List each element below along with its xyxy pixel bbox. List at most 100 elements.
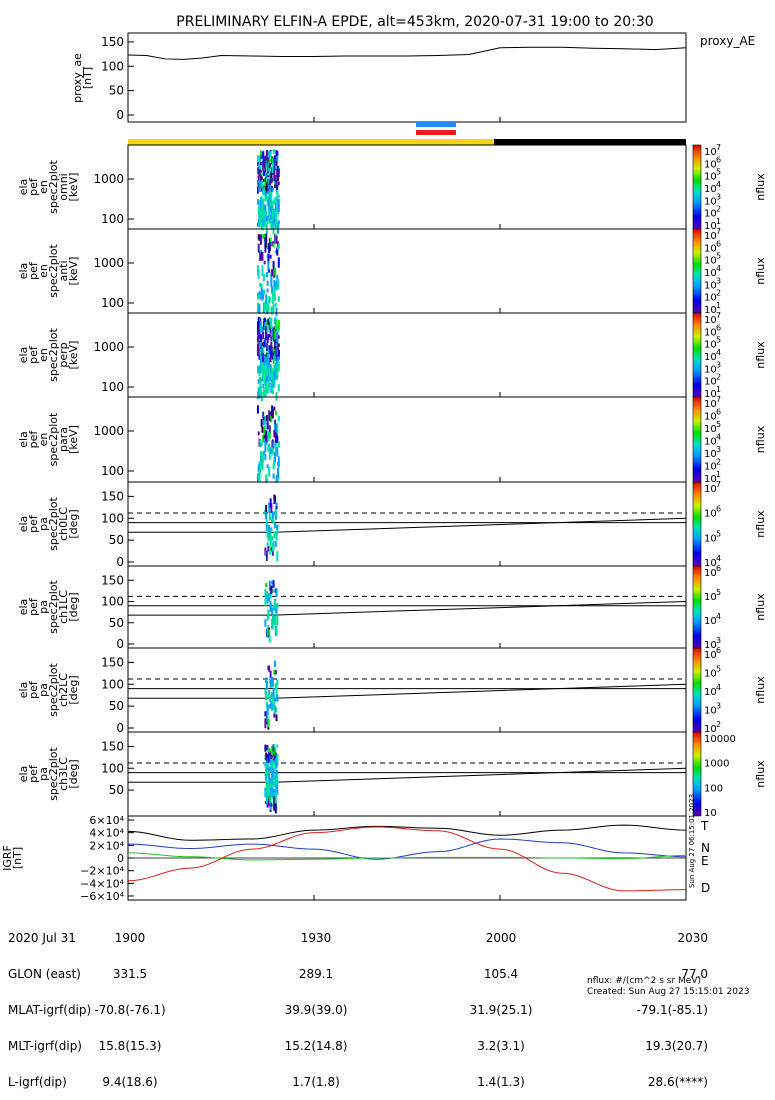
- ela_pef_pa_spec2plot_ch2LC-data-pixel: [274, 707, 277, 713]
- ela_pef_pa_spec2plot_ch3LC-data-pixel: [272, 793, 275, 799]
- ela_pef_en_spec2plot_para-data-pixel: [277, 456, 280, 468]
- units-note: nflux: #/(cm^2 s sr MeV): [587, 976, 701, 986]
- gei-ytick-label: 4×10⁴: [89, 827, 124, 840]
- ela_pef_en_spec2plot_omni-data-pixel: [273, 166, 276, 177]
- ela_pef_en_spec2plot_para-ztick-exponent: 2: [716, 458, 721, 467]
- ela_pef_en_spec2plot_anti-ztick: 10 1: [704, 301, 721, 316]
- ela_pef_en_spec2plot_anti-data-pixel: [266, 288, 269, 293]
- ela_pef_en_spec2plot_perp-data-pixel: [275, 354, 278, 362]
- ela_pef_en_spec2plot_anti-colorbar: [692, 228, 702, 314]
- ela_pef_en_spec2plot_omni-colorbar: [692, 144, 702, 230]
- ela_pef_pa_spec2plot_ch2LC-data: [264, 660, 279, 730]
- ela_pef_pa_spec2plot_ch2LC-ztick-base: 10: [704, 687, 717, 698]
- ela_pef_en_spec2plot_para-ztick: 10 3: [704, 445, 721, 460]
- ela_pef_en_spec2plot_para-ztick-base: 10: [704, 437, 717, 448]
- mlat-1900: -70.8(-76.1): [94, 1003, 166, 1017]
- ela_pef_en_spec2plot_anti-data-pixel: [264, 244, 267, 253]
- ela_pef_pa_spec2plot_ch0LC-zlabel: nflux: [754, 510, 767, 538]
- ela_pef_pa_spec2plot_ch0LC-data-pixel: [270, 502, 273, 514]
- ela_pef_pa_spec2plot_ch1LC-data-pixel: [271, 607, 274, 615]
- ela_pef_en_spec2plot_perp-data-pixel: [277, 319, 280, 331]
- glon-2030: 77.0: [681, 967, 708, 981]
- proxy-ae-legend: proxy_AE: [700, 34, 755, 48]
- ela_pef_pa_spec2plot_ch0LC-ztick-exponent: 7: [716, 480, 721, 489]
- ela_pef_pa_spec2plot_ch3LC-data-pixel: [266, 802, 269, 808]
- ela_pef_en_spec2plot_omni-data-pixel: [262, 178, 265, 182]
- ela_pef_en_spec2plot_para-data-pixel: [262, 435, 265, 443]
- ela_pef_pa_spec2plot_ch2LC-ztick-base: 10: [704, 724, 717, 735]
- ela_pef_en_spec2plot_perp-data-pixel: [262, 363, 265, 372]
- ela_pef_en_spec2plot_anti-data-pixel: [267, 253, 270, 264]
- ela_pef_pa_spec2plot_ch1LC-data-pixel: [266, 594, 269, 604]
- ela_pef_en_spec2plot_para-data-pixel: [260, 441, 263, 447]
- xtick-1900: 1900: [114, 931, 146, 945]
- ela_pef_en_spec2plot_omni-data-pixel: [264, 205, 267, 213]
- ela_pef_pa_spec2plot_ch0LC-data-pixel: [269, 533, 272, 542]
- ela_pef_en_spec2plot_omni-data-pixel: [271, 163, 274, 174]
- ela_pef_pa_spec2plot_ch0LC-data-pixel: [276, 551, 279, 562]
- ela_pef_pa_spec2plot_ch2LC-colorbar: [692, 647, 702, 733]
- ela_pef_pa_spec2plot_ch1LC-ylabel-word: pa: [37, 600, 50, 614]
- ela_pef_pa_spec2plot_ch3LC-ylabel-word: spec2plot: [47, 747, 60, 801]
- ela_pef_en_spec2plot_para-data-pixel: [262, 416, 265, 420]
- ela_pef_en_spec2plot_perp-data-pixel: [262, 345, 265, 353]
- ela_pef_en_spec2plot_para-data-pixel: [262, 411, 265, 419]
- ela_pef_en_spec2plot_perp-data-pixel: [256, 343, 259, 353]
- ela_pef_en_spec2plot_perp-data-pixel: [277, 335, 280, 339]
- gei-legend-T: T: [700, 819, 709, 833]
- ela_pef_pa_spec2plot_ch3LC-data-pixel: [265, 789, 268, 794]
- ela_pef_en_spec2plot_perp-data-pixel: [265, 388, 268, 394]
- ela_pef_pa_spec2plot_ch3LC-ztick: 10: [704, 808, 717, 819]
- ela_pef_pa_spec2plot_ch0LC-ylabel-word: ch0LC: [57, 507, 70, 541]
- ela_pef_pa_spec2plot_ch2LC-ztick: 10 3: [704, 702, 721, 717]
- ela_pef_pa_spec2plot_ch3LC-data-pixel: [264, 790, 267, 798]
- ela_pef_en_spec2plot_perp-data-pixel: [277, 356, 280, 366]
- ela_pef_en_spec2plot_perp-ztick-exponent: 3: [716, 360, 721, 369]
- ela_pef_en_spec2plot_perp-data-pixel: [265, 376, 268, 382]
- ela_pef_en_spec2plot_anti-ztick: 10 6: [704, 239, 721, 254]
- gei-line-E: [127, 852, 687, 861]
- ela_pef_en_spec2plot_anti-ytick-label: 1000: [93, 256, 124, 270]
- ela_pef_en_spec2plot_omni-data-pixel: [264, 167, 267, 173]
- ela_pef_en_spec2plot_perp-ylabel-word: pef: [27, 345, 40, 364]
- ela_pef_en_spec2plot_omni-ytick-label: 100: [101, 212, 124, 226]
- xaxis-col-2030: 2030 77.0 -79.1(-85.1) 19.3(20.7) 28.6(*…: [610, 908, 708, 1100]
- ela_pef_en_spec2plot_anti-data-pixel: [271, 307, 274, 315]
- ela_pef_pa_spec2plot_ch1LC-ztick-base: 10: [704, 568, 717, 579]
- ela_pef_pa_spec2plot_ch0LC-data-pixel: [274, 514, 277, 520]
- ela_pef_pa_spec2plot_ch3LC-data-pixel: [264, 748, 267, 752]
- ela_pef_en_spec2plot_omni-data-pixel: [268, 167, 271, 177]
- ela_pef_en_spec2plot_omni-data-pixel: [262, 162, 265, 169]
- ela_pef_pa_spec2plot_ch3LC-data-pixel: [274, 794, 277, 804]
- ela_pef_pa_spec2plot_ch0LC-ztick: 10 4: [704, 554, 721, 569]
- gei-ytick-label: −4×10⁴: [80, 877, 124, 890]
- ela_pef_en_spec2plot_anti-data-pixel: [271, 269, 274, 277]
- gei-ytick-label: −2×10⁴: [80, 865, 124, 878]
- ela_pef_en_spec2plot_omni-ztick-exponent: 3: [716, 192, 721, 201]
- ela_pef_pa_spec2plot_ch0LC-data-pixel: [274, 523, 277, 529]
- ela_pef_pa_spec2plot_ch1LC-data-pixel: [265, 583, 268, 588]
- ela_pef_en_spec2plot_omni-data-pixel: [270, 206, 273, 212]
- ela_pef_pa_spec2plot_ch3LC-data-pixel: [266, 763, 269, 770]
- ela_pef_en_spec2plot_omni-ztick: 10 6: [704, 155, 721, 170]
- ela_pef_pa_spec2plot_ch3LC-ztick: 100: [704, 783, 723, 794]
- ela_pef_en_spec2plot_para-data-pixel: [256, 477, 259, 482]
- ela_pef_en_spec2plot_anti-ylabel-word: [keV]: [67, 257, 80, 286]
- ela_pef_en_spec2plot_perp-ztick-exponent: 1: [716, 385, 721, 394]
- ela_pef_pa_spec2plot_ch2LC-loss-cone-line: [128, 683, 687, 699]
- ela_pef_en_spec2plot_omni-data-pixel: [265, 215, 268, 220]
- ela_pef_en_spec2plot_para-data-pixel: [264, 441, 267, 453]
- ela_pef_en_spec2plot_omni-ytick-label: 1000: [93, 172, 124, 186]
- ela_pef_en_spec2plot_omni-data-pixel: [256, 180, 259, 186]
- ela_pef_pa_spec2plot_ch1LC-data-pixel: [269, 601, 272, 610]
- ela_pef_pa_spec2plot_ch1LC-data-pixel: [264, 589, 267, 597]
- ela_pef_pa_spec2plot_ch3LC-ytick-label: 100: [101, 761, 124, 775]
- ela_pef_en_spec2plot_para-ztick: 10 1: [704, 470, 721, 485]
- ela_pef_en_spec2plot_para-ylabel-word: ela: [17, 431, 30, 448]
- ela_pef_pa_spec2plot_ch0LC-ylabel-word: [deg]: [67, 509, 80, 538]
- ela_pef_pa_spec2plot_ch3LC-data-pixel: [274, 757, 277, 764]
- ela_pef_en_spec2plot_perp-data-pixel: [270, 317, 273, 328]
- ela_pef_en_spec2plot_omni-data-pixel: [275, 220, 278, 230]
- ela_pef_en_spec2plot_anti-data-pixel: [259, 283, 262, 287]
- ela_pef_en_spec2plot_para-ytick-label: 100: [101, 464, 124, 478]
